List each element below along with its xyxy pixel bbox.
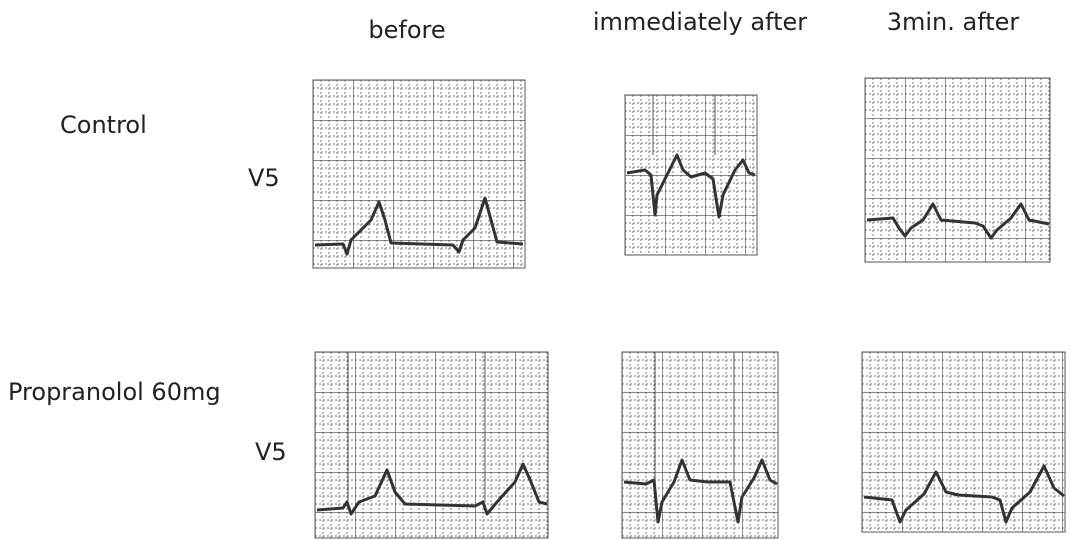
row-label: Control [60, 111, 147, 139]
figure: before immediately after 3min. after Con… [0, 0, 1070, 540]
ecg-strip [622, 352, 778, 538]
ecg-strip [862, 352, 1065, 532]
ecg-strip [313, 80, 525, 268]
lead-label: V5 [248, 164, 280, 192]
lead-label: V5 [255, 438, 287, 466]
ecg-strip [865, 78, 1050, 262]
column-header: 3min. after [887, 8, 1020, 36]
column-header: before [368, 16, 445, 44]
ecg-strip [315, 352, 548, 538]
column-header: immediately after [593, 8, 807, 36]
ecg-strip [625, 95, 757, 255]
row-label: Propranolol 60mg [8, 378, 221, 406]
